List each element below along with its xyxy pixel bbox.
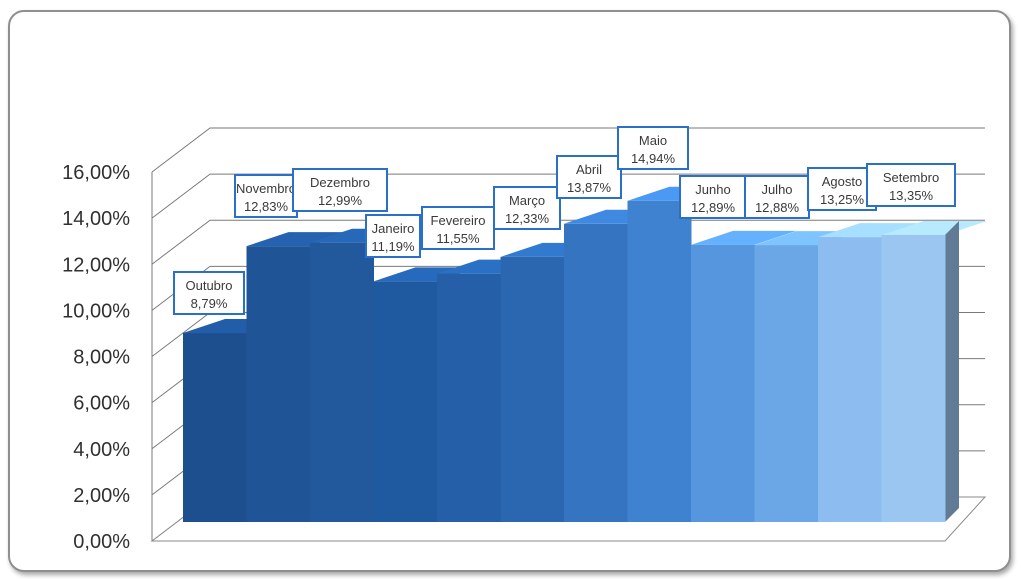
data-label-value: 8,79% <box>191 296 228 311</box>
bar <box>564 209 670 523</box>
y-tick-label: 2,00% <box>73 485 130 507</box>
data-label-category: Julho <box>761 182 792 197</box>
data-label-box <box>365 214 421 258</box>
data-label-value: 13,25% <box>820 192 865 207</box>
data-label-category: Março <box>509 193 545 208</box>
gridline <box>151 219 985 265</box>
data-label: Março 12,33% <box>493 186 561 230</box>
bar-front <box>437 273 501 522</box>
data-label-box <box>617 126 689 170</box>
data-label-box <box>807 167 877 211</box>
bar-front <box>881 234 946 522</box>
data-label: Abril 13,87% <box>556 155 622 199</box>
data-label-box <box>421 206 495 250</box>
bar <box>500 242 606 522</box>
data-label-category: Dezembro <box>310 175 370 190</box>
bar-top <box>881 220 987 235</box>
data-label-box <box>173 271 245 315</box>
y-tick-label: 4,00% <box>73 439 130 461</box>
data-label-category: Abril <box>576 162 602 177</box>
labels-layer: Outubro 8,79% Novembro 12,83% Dezembro 12,99%… <box>173 126 956 315</box>
data-label-value: 12,33% <box>505 211 550 226</box>
gridline <box>151 173 985 219</box>
data-label-box <box>866 163 956 207</box>
y-tick-label: 0,00% <box>73 531 130 553</box>
data-label-category: Novembro <box>236 181 296 196</box>
bar-front <box>373 281 438 522</box>
data-label-value: 13,87% <box>567 180 612 195</box>
y-tick-label: 16,00% <box>62 162 130 184</box>
y-tick-label: 12,00% <box>62 254 130 276</box>
bar-front <box>564 223 628 523</box>
bar-top <box>691 230 797 245</box>
data-label-box <box>292 168 388 212</box>
y-axis: 0,00% 2,00% 4,00% 6,00% 8,00% 10,00% 12,00% 14,… <box>62 162 130 553</box>
gridline <box>151 127 985 173</box>
bar-front <box>691 244 755 523</box>
bar-front <box>310 242 374 522</box>
bar <box>818 223 924 522</box>
data-label: Janeiro 11,19% <box>365 214 421 258</box>
data-label: Junho 12,89% <box>679 175 747 219</box>
bar <box>246 232 352 522</box>
y-tick-label: 6,00% <box>73 393 130 415</box>
bar-front <box>183 333 247 522</box>
data-label-box <box>556 155 622 199</box>
y-tick-label: 10,00% <box>62 300 130 322</box>
data-label-value: 11,55% <box>436 231 480 246</box>
data-label-category: Junho <box>695 182 730 197</box>
data-label-category: Outubro <box>186 278 233 293</box>
bar-front <box>818 237 882 522</box>
bar <box>881 220 987 522</box>
data-label-value: 12,89% <box>691 200 736 215</box>
data-label: Novembro 12,83% <box>234 174 298 218</box>
bar-side <box>945 220 959 522</box>
bar <box>691 230 797 523</box>
bar-front <box>754 245 819 522</box>
data-label-value: 11,19% <box>371 239 415 254</box>
data-label: Setembro 13,35% <box>866 163 956 207</box>
bar-front <box>246 246 311 522</box>
data-label-category: Agosto <box>822 174 862 189</box>
y-tick-label: 14,00% <box>62 208 130 230</box>
data-label-value: 12,83% <box>244 199 289 214</box>
bar-top <box>246 232 352 247</box>
data-label: Maio 14,94% <box>617 126 689 170</box>
bar <box>627 186 733 523</box>
y-tick-label: 8,00% <box>73 347 130 369</box>
data-label-category: Maio <box>639 133 667 148</box>
data-label: Julho 12,88% <box>744 175 810 219</box>
data-label-value: 14,94% <box>631 151 676 166</box>
data-label-value: 13,35% <box>889 188 934 203</box>
data-label-value: 12,99% <box>318 193 363 208</box>
data-label: Outubro 8,79% <box>173 271 245 315</box>
data-label-value: 12,88% <box>755 200 800 215</box>
bars-layer <box>183 186 987 523</box>
data-label-box <box>493 186 561 230</box>
data-label-category: Fevereiro <box>431 213 486 228</box>
data-label-category: Janeiro <box>372 221 415 236</box>
data-label: Dezembro 12,99% <box>292 168 388 212</box>
bar-front <box>627 200 692 523</box>
data-label: Fevereiro 11,55% <box>421 206 495 250</box>
bar-front <box>500 256 565 522</box>
bar <box>310 228 416 522</box>
data-label: Agosto 13,25% <box>807 167 877 211</box>
bar-top <box>818 223 924 238</box>
data-label-category: Setembro <box>883 170 939 185</box>
